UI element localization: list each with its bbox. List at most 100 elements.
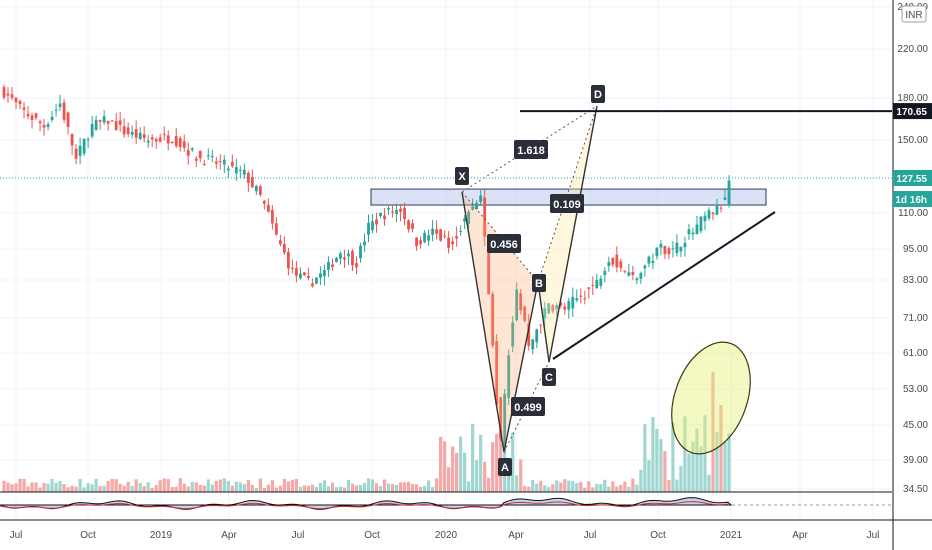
volume-bar-2 [10, 484, 14, 492]
grid [0, 0, 892, 520]
candle-body-87 [351, 250, 354, 266]
volume-bar-43 [174, 486, 178, 492]
point-box-X [455, 167, 469, 185]
candle-body-15 [62, 102, 66, 120]
candle-body-38 [154, 139, 158, 142]
volume-bar-145 [583, 487, 587, 492]
x-tick-label-9: Oct [650, 530, 666, 541]
candle-body-19 [78, 145, 82, 156]
candle-body-102 [411, 223, 414, 229]
candle-body-23 [94, 120, 98, 131]
volume-bar-38 [154, 485, 158, 492]
oscillator-line [0, 497, 733, 510]
candle-body-99 [399, 208, 402, 212]
volume-bar-64 [258, 478, 262, 492]
x-tick-label-3: Apr [221, 530, 237, 541]
candle-body-69 [278, 240, 282, 245]
candle-body-22 [90, 123, 94, 137]
candle-body-31 [126, 127, 130, 135]
y-tick-label-7: 83.00 [903, 275, 928, 286]
volume-bar-104 [418, 487, 423, 492]
volume-bar-95 [382, 479, 387, 492]
volume-bar-163 [655, 428, 659, 492]
drawn-lines [0, 110, 892, 360]
volume-bar-178 [715, 432, 719, 492]
candle-body-108 [435, 229, 438, 234]
candle-body-68 [274, 223, 278, 235]
volume-bar-75 [302, 485, 307, 492]
candle-body-123 [495, 341, 499, 405]
oscillator-pane [0, 491, 892, 510]
volume-bar-162 [651, 416, 655, 492]
volume-bar-72 [290, 479, 295, 492]
candle-body-35 [142, 134, 146, 138]
point-box-D [591, 85, 605, 103]
volume-bar-159 [639, 469, 643, 492]
volume-bar-60 [242, 484, 246, 492]
volume-bar-53 [214, 480, 218, 492]
volume-bar-70 [282, 478, 286, 492]
candle-body-128 [515, 289, 519, 321]
candle-body-21 [86, 139, 90, 141]
candle-body-117 [471, 206, 475, 210]
volume-bar-35 [142, 486, 146, 492]
volume-bar-111 [447, 467, 451, 492]
fib-label-0: 1.618 [517, 145, 545, 157]
candle-body-70 [282, 243, 286, 253]
volume-bar-156 [627, 486, 631, 492]
candle-body-137 [551, 305, 555, 312]
volume-bar-181 [727, 433, 731, 492]
candle-body-139 [559, 302, 563, 306]
fib-box-1 [487, 234, 521, 253]
candle-body-151 [607, 262, 611, 267]
candle-body-30 [122, 126, 126, 135]
candle-body-116 [467, 211, 471, 225]
x-tick-label-2: 2019 [150, 530, 173, 541]
volume-bar-109 [438, 436, 443, 492]
candle-body-179 [719, 207, 723, 209]
candle-body-164 [659, 243, 663, 248]
volume-bar-93 [374, 483, 379, 492]
volume-bar-54 [218, 479, 222, 492]
candle-body-55 [222, 159, 226, 165]
volume-bar-48 [194, 482, 198, 492]
volume-bar-130 [523, 486, 527, 492]
volume-bar-34 [138, 483, 142, 492]
candle-body-163 [655, 247, 659, 257]
price-label-box-2 [893, 191, 932, 207]
candle-body-149 [599, 278, 603, 286]
candle-body-52 [210, 156, 214, 158]
volume-bar-110 [443, 441, 447, 492]
candle-body-141 [567, 301, 571, 310]
point-box-B [532, 274, 546, 292]
volume-bar-127 [511, 432, 515, 492]
candle-body-105 [423, 232, 426, 243]
candle-body-96 [387, 207, 390, 210]
volume-bar-12 [50, 478, 54, 492]
candle-body-129 [519, 293, 523, 311]
y-tick-label-13: 34.50 [903, 484, 928, 495]
pattern-bcd-fill [538, 106, 597, 362]
volume-bar-96 [386, 483, 391, 492]
pattern-leg-CD [548, 105, 598, 363]
candle-body-158 [635, 278, 639, 281]
volume-bar-77 [310, 484, 315, 492]
candle-body-175 [703, 215, 707, 222]
candle-body-147 [591, 284, 595, 286]
candle-body-81 [327, 261, 330, 270]
candle-body-159 [639, 273, 643, 279]
candle-body-26 [106, 121, 110, 124]
volume-bar-82 [330, 482, 335, 492]
candle-body-92 [371, 221, 374, 231]
candle-body-103 [415, 237, 418, 247]
candle-body-157 [631, 271, 635, 275]
oscillator-signal [0, 501, 729, 510]
volume-bar-47 [190, 481, 194, 492]
candle-body-24 [98, 119, 102, 122]
volume-bar-177 [711, 372, 715, 492]
candle-body-136 [547, 303, 551, 314]
volume-bar-63 [254, 487, 258, 492]
candle-body-29 [118, 120, 122, 125]
volume-highlight [671, 341, 751, 455]
